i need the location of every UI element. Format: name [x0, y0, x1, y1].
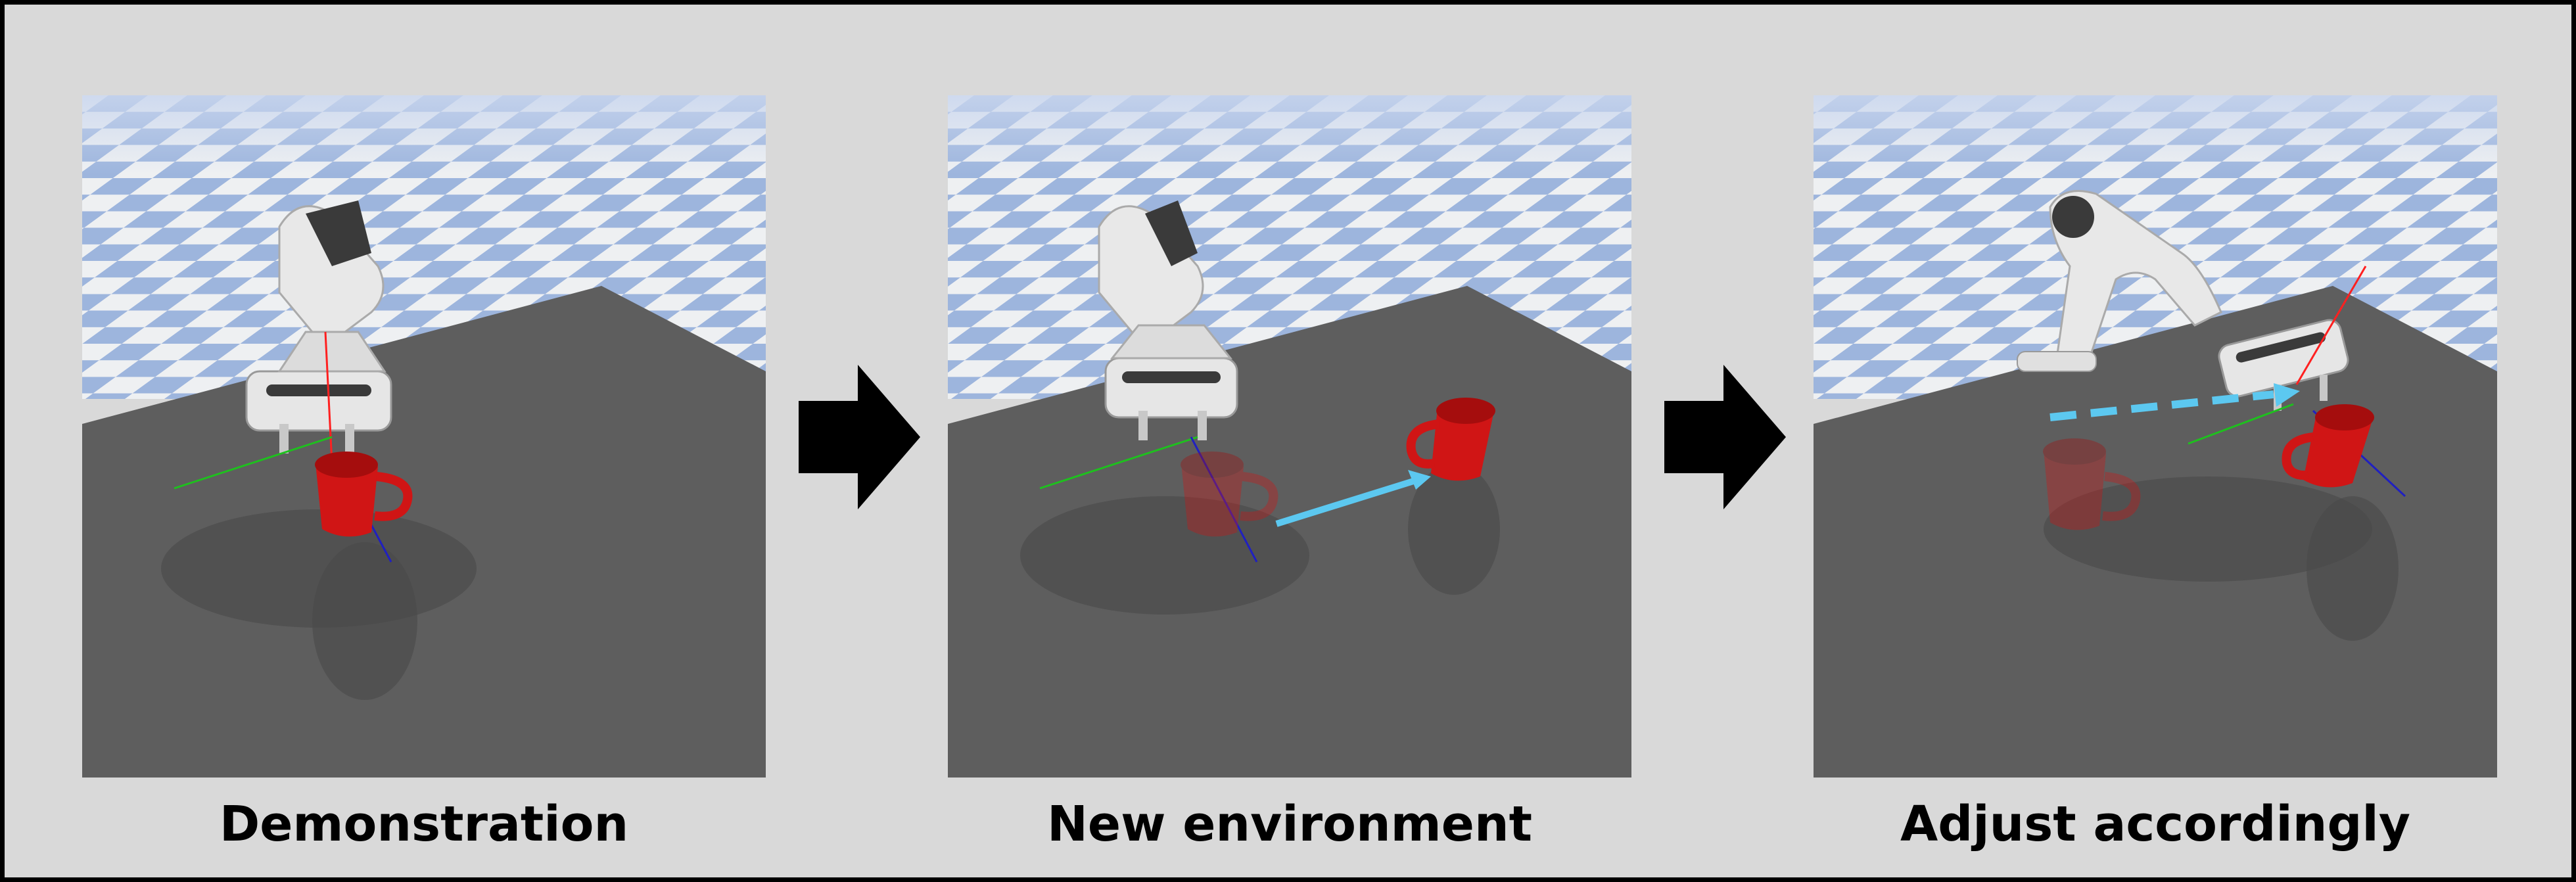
axis-gizmo — [1039, 436, 1258, 563]
new-environment-caption: New environment — [1046, 796, 1533, 852]
checker-floor — [82, 95, 766, 400]
adjust-accordingly-caption: Adjust accordingly — [1900, 796, 2411, 852]
mug-icon — [1406, 398, 1495, 481]
checker-floor — [1814, 95, 2497, 400]
demonstration-caption: Demonstration — [219, 796, 629, 852]
mug-shadow — [2307, 496, 2399, 641]
demonstration-scene — [82, 95, 766, 778]
robot-arm-icon — [245, 200, 392, 453]
demonstration-panel — [82, 95, 766, 778]
adjust-accordingly-scene — [1814, 95, 2497, 778]
mug-shadow — [312, 542, 417, 700]
right-arrow-icon — [1664, 365, 1786, 509]
dashed-motion-arrow — [2049, 383, 2300, 421]
robot-shadow — [2044, 476, 2372, 582]
right-arrow-icon — [799, 365, 920, 509]
robot-arm-icon — [1098, 200, 1238, 440]
mug-icon — [2282, 404, 2374, 488]
motion-arrow — [1275, 470, 1431, 527]
adjust-accordingly-panel — [1814, 95, 2497, 778]
robot-arm-icon — [2017, 190, 2349, 411]
ghost-mug-icon — [2043, 438, 2141, 530]
new-environment-panel — [948, 95, 1631, 778]
new-environment-scene — [948, 95, 1631, 778]
ghost-mug-icon — [1181, 452, 1278, 537]
mug-shadow — [1408, 463, 1500, 595]
mug-icon — [315, 452, 413, 537]
checker-floor — [948, 95, 1631, 400]
